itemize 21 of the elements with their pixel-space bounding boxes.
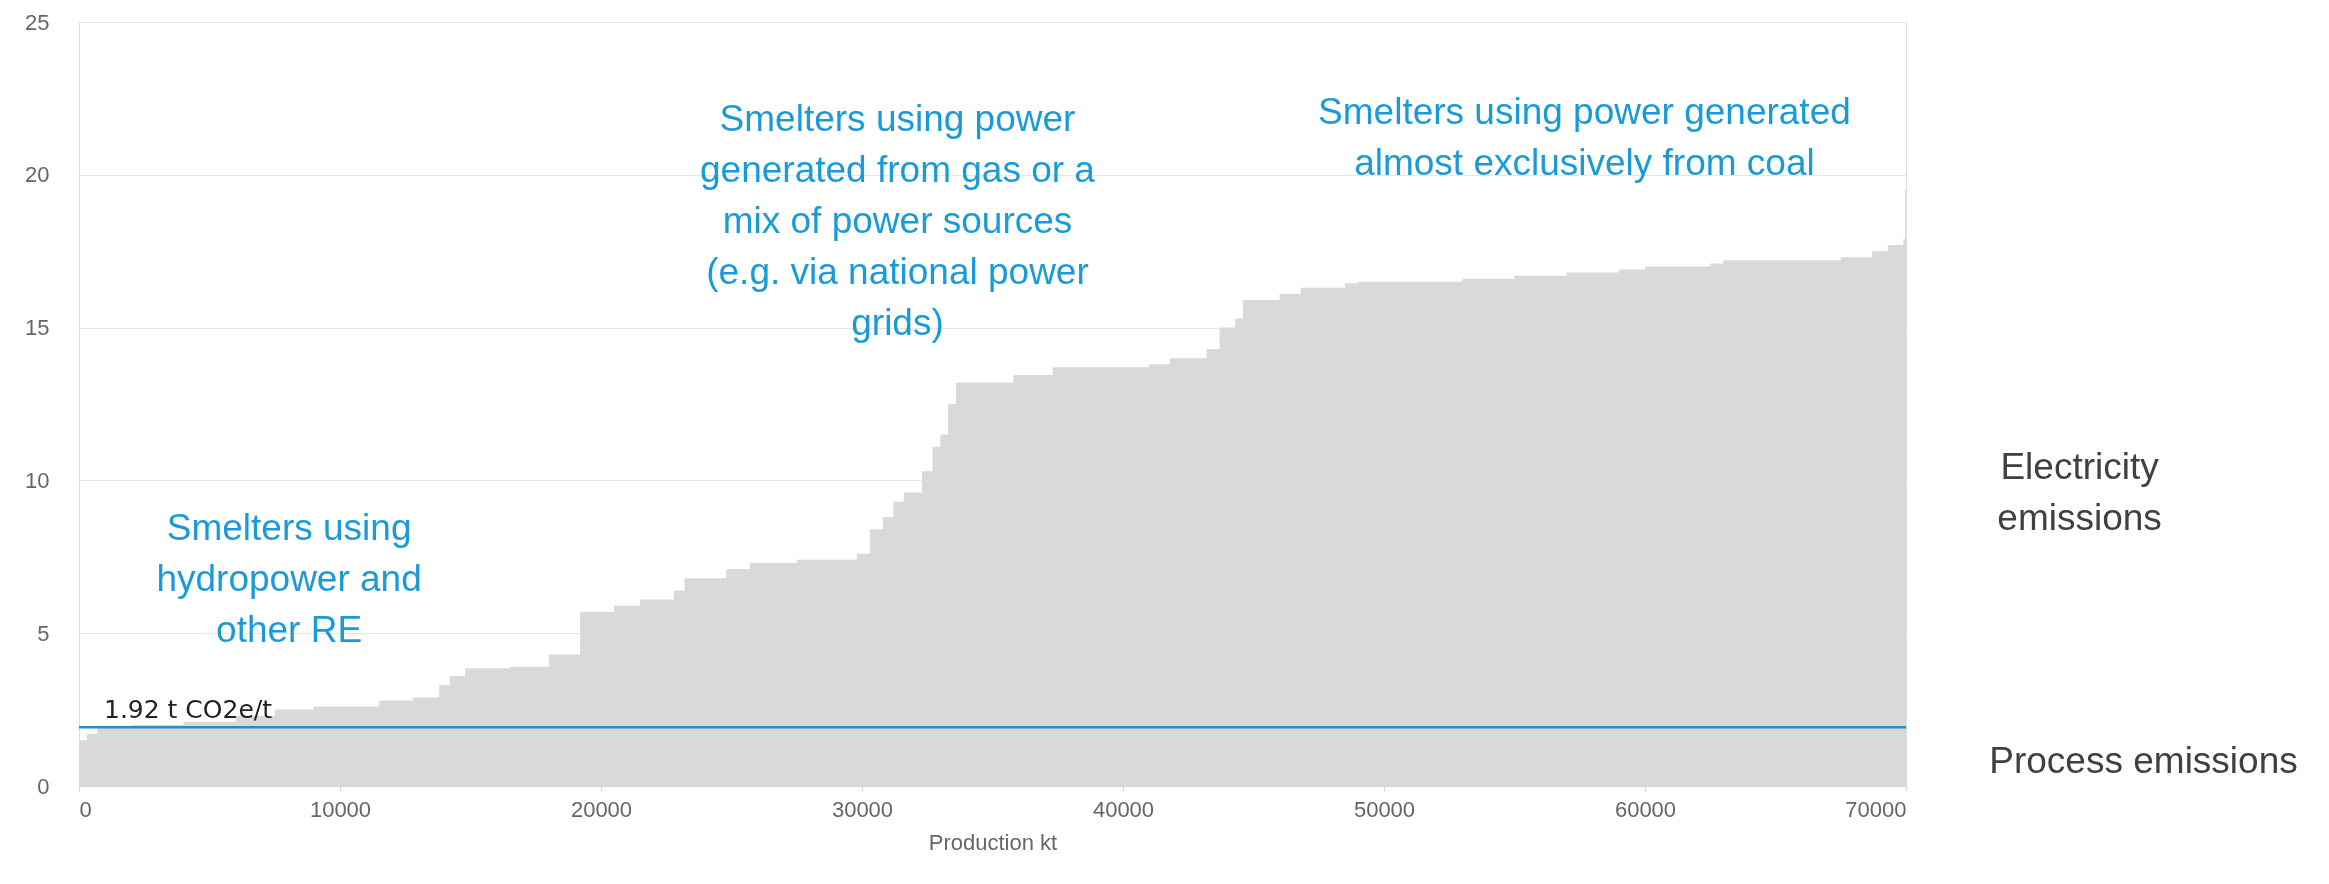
x-tick-label: 30000: [831, 796, 894, 822]
x-tick-label: 40000: [1092, 796, 1155, 822]
y-tick-label: 15: [25, 315, 50, 341]
x-tick-label: 10000: [309, 796, 372, 822]
x-tick-label: 20000: [570, 796, 633, 822]
annotation: Smelters using power generated almost exclusively from coal: [1318, 90, 1851, 183]
text: Electricity emissions: [1997, 445, 2162, 538]
x-tick-label: 0: [79, 796, 92, 822]
x-tick-label: 60000: [1614, 796, 1677, 822]
y-tick-label: 0: [37, 773, 50, 799]
y-tick-label: 10: [25, 467, 50, 493]
text: Process emissions: [1989, 739, 2298, 781]
x-tick-label: 50000: [1353, 796, 1416, 822]
x-axis-title: Production kt: [928, 829, 1058, 855]
annotation: Smelters using hydropower and other RE: [156, 506, 422, 650]
y-tick-label: 5: [37, 620, 50, 646]
y-tick-label: 20: [25, 162, 50, 188]
ref-line-label: 1.92 t CO2e/t: [104, 695, 273, 725]
y-tick-label: 25: [25, 9, 50, 35]
x-tick-label: 70000: [1845, 796, 1907, 822]
annotation: Smelters using power generated from gas or a mix of power sources (e.g. via national power grids): [700, 98, 1096, 344]
